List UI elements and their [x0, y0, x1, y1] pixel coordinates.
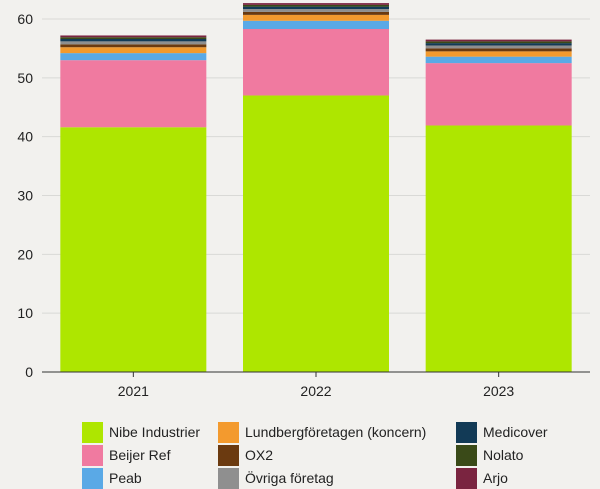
- y-tick-label: 20: [17, 246, 33, 262]
- bar-segment[interactable]: [243, 6, 389, 9]
- bar-segment[interactable]: [425, 41, 572, 44]
- legend-item[interactable]: Övriga företag: [218, 467, 334, 489]
- legend-swatch: [82, 467, 103, 489]
- legend-item[interactable]: OX2: [218, 444, 273, 466]
- legend-label: Nolato: [483, 447, 524, 463]
- bar-segment[interactable]: [60, 127, 207, 373]
- legend-swatch: [456, 444, 477, 466]
- bar-segment[interactable]: [243, 95, 389, 372]
- x-axis-tick-labels: 2021 2022 2023: [118, 372, 514, 399]
- legend-label: OX2: [245, 447, 274, 463]
- bar-segment[interactable]: [60, 53, 207, 61]
- bar-segment[interactable]: [243, 8, 389, 12]
- legend-label: Nibe Industrier: [109, 424, 201, 440]
- legend-item[interactable]: Lundbergföretagen (koncern): [218, 421, 426, 443]
- bar-segment[interactable]: [60, 37, 207, 40]
- legend-swatch: [456, 467, 477, 489]
- legend-swatch: [456, 421, 477, 443]
- legend-label: Medicover: [483, 424, 548, 440]
- bar-segment[interactable]: [60, 47, 207, 54]
- legend-swatch: [218, 444, 239, 466]
- legend-swatch: [82, 421, 103, 443]
- legend-swatch: [218, 421, 239, 443]
- bar-segment[interactable]: [425, 63, 572, 126]
- y-tick-label: 10: [17, 305, 33, 321]
- legend-item[interactable]: Peab: [82, 467, 142, 489]
- legend-label: Peab: [109, 470, 142, 486]
- bar-segment[interactable]: [425, 45, 572, 49]
- legend-label: Övriga företag: [245, 470, 334, 486]
- bar-segment[interactable]: [60, 60, 207, 128]
- y-tick-label: 60: [17, 11, 33, 27]
- bar-segment[interactable]: [60, 41, 207, 45]
- x-tick-label: 2021: [118, 383, 149, 399]
- bar-segment[interactable]: [243, 11, 389, 15]
- bar-segment[interactable]: [243, 29, 389, 96]
- bar-segment[interactable]: [60, 39, 207, 42]
- legend-label: Lundbergföretagen (koncern): [245, 424, 427, 440]
- legend-item[interactable]: Nolato: [456, 444, 523, 466]
- bar-segment[interactable]: [60, 35, 207, 38]
- legend-swatch: [218, 467, 239, 489]
- bar-segment[interactable]: [243, 4, 389, 7]
- legend-label: Arjo: [483, 470, 508, 486]
- legend-item[interactable]: Beijer Ref: [82, 444, 170, 466]
- bar-segment[interactable]: [425, 56, 572, 64]
- bar-segment[interactable]: [243, 20, 389, 30]
- legend-swatch: [82, 444, 103, 466]
- bar-segment[interactable]: [425, 48, 572, 52]
- bars: [60, 3, 572, 373]
- x-tick-label: 2022: [300, 383, 331, 399]
- bar-segment[interactable]: [243, 14, 389, 21]
- bar-segment[interactable]: [425, 51, 572, 57]
- y-tick-label: 50: [17, 70, 33, 86]
- y-axis-tick-labels: 0 10 20 30 40 50 60: [17, 11, 33, 380]
- x-tick-label: 2023: [483, 383, 514, 399]
- bar-segment[interactable]: [60, 44, 207, 48]
- legend-label: Beijer Ref: [109, 447, 171, 463]
- bar-segment[interactable]: [243, 3, 389, 5]
- y-tick-label: 0: [25, 364, 33, 380]
- legend: Nibe Industrier Beijer Ref Peab Lundbergför…: [0, 419, 600, 489]
- legend-item[interactable]: Arjo: [456, 467, 508, 489]
- legend-item[interactable]: Medicover: [456, 421, 548, 443]
- legend-item[interactable]: Nibe Industrier: [82, 421, 200, 443]
- y-tick-label: 30: [17, 188, 33, 204]
- y-tick-label: 40: [17, 129, 33, 145]
- bar-segment[interactable]: [425, 125, 572, 372]
- bar-segment[interactable]: [425, 43, 572, 46]
- bar-segment[interactable]: [425, 39, 572, 42]
- stacked-bar-chart: 0 10 20 30 40 50 60 2021 2022 2023: [17, 3, 590, 399]
